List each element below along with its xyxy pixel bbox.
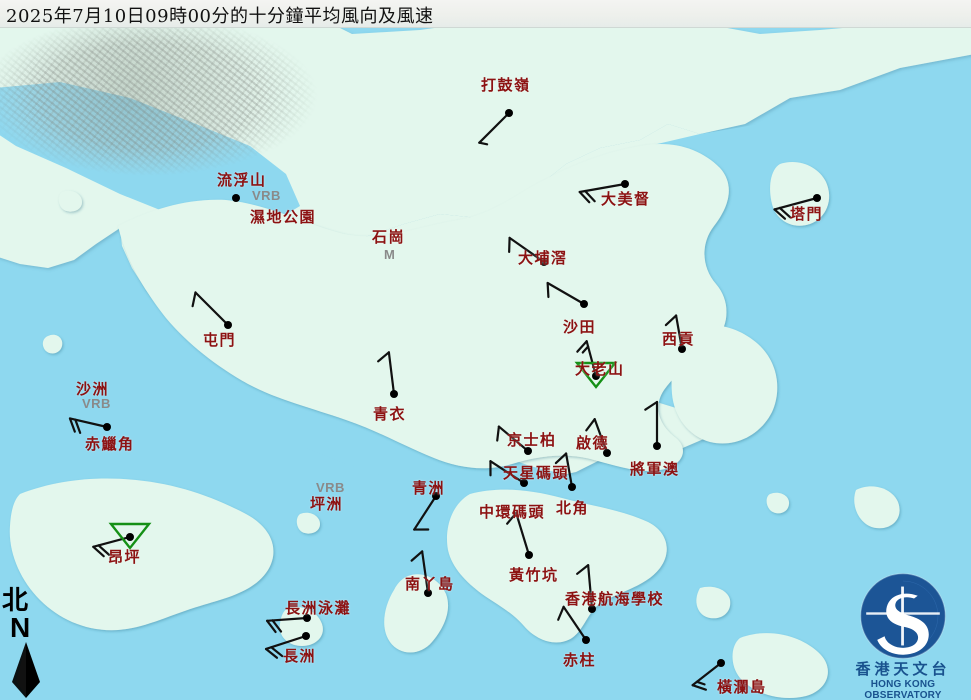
station-marker-dot[interactable] — [525, 551, 533, 559]
station-label: 大老山 — [575, 360, 625, 378]
station-label: 中環碼頭 — [479, 503, 546, 521]
map-canvas[interactable]: 打鼓嶺 流浮山 VRB 濕地公園 石崗 M 大美督 塔門 大埔滘 屯門 沙田 西貢 沙洲 VRB 赤鱲角 大老… — [0, 28, 971, 700]
station-label: 黃竹坑 — [509, 566, 559, 584]
station-code-vrb: VRB — [252, 188, 281, 203]
station-marker-dot[interactable] — [568, 483, 576, 491]
station-marker-dot[interactable] — [232, 194, 240, 202]
station-label: 打鼓嶺 — [481, 76, 531, 94]
station-label: 青洲 — [412, 479, 446, 497]
station-label: 將軍澳 — [630, 460, 680, 478]
station-marker-dot[interactable] — [302, 632, 310, 640]
hko-name-en: HONG KONG OBSERVATORY — [864, 679, 942, 700]
coastline-detail-layer — [0, 82, 971, 700]
station-label: 橫瀾島 — [717, 678, 767, 696]
station-label: 沙田 — [563, 318, 597, 336]
station-label: 赤鱲角 — [85, 435, 135, 453]
station-label: 大埔滘 — [518, 249, 568, 267]
station-marker-dot[interactable] — [653, 442, 661, 450]
station-code-vrb: VRB — [82, 396, 111, 411]
station-label: 天星碼頭 — [503, 464, 570, 482]
title-bar: 2025年7月10日09時00分的十分鐘平均風向及風速 — [0, 0, 971, 28]
hko-name-cn: 香港天文台 — [855, 660, 951, 678]
station-marker-dot[interactable] — [126, 533, 134, 541]
station-label: 青衣 — [373, 405, 407, 423]
station-marker-dot[interactable] — [224, 321, 232, 329]
station-marker-dot[interactable] — [390, 390, 398, 398]
station-label: 京士柏 — [507, 431, 557, 449]
station-marker-dot[interactable] — [103, 423, 111, 431]
station-label: 大美督 — [601, 190, 651, 208]
station-label: 長洲 — [283, 647, 317, 665]
compass-label-cn: 北 — [2, 586, 29, 616]
north-arrow-icon — [12, 642, 40, 698]
station-label: 塔門 — [790, 205, 824, 223]
station-label: 流浮山 — [217, 171, 267, 189]
station-marker-dot[interactable] — [717, 659, 725, 667]
station-label: 石崗 — [372, 228, 406, 246]
page-title: 2025年7月10日09時00分的十分鐘平均風向及風速 — [6, 6, 434, 27]
station-label: 南丫島 — [405, 575, 455, 593]
hko-logo: 香港天文台 HONG KONG OBSERVATORY — [839, 570, 967, 700]
station-code-vrb: VRB — [316, 480, 345, 495]
station-marker-dot[interactable] — [580, 300, 588, 308]
station-marker-dot[interactable] — [505, 109, 513, 117]
station-label: 啟德 — [576, 434, 610, 452]
station-label: 長洲泳灘 — [285, 599, 352, 617]
station-label: 坪洲 — [310, 495, 344, 513]
station-label: 香港航海學校 — [565, 590, 665, 608]
hko-emblem-icon — [859, 572, 947, 660]
station-marker-dot[interactable] — [813, 194, 821, 202]
station-label: 濕地公園 — [250, 208, 317, 226]
station-label: 赤柱 — [563, 651, 597, 669]
station-label: 昂坪 — [108, 548, 142, 566]
hk-islands-layer — [9, 144, 900, 698]
station-label: 沙洲 — [76, 380, 110, 398]
compass-label-en: N — [10, 612, 31, 643]
station-marker-dot[interactable] — [621, 180, 629, 188]
station-code-missing: M — [384, 247, 396, 262]
compass-rose: 北 N — [2, 588, 62, 700]
station-marker-dot[interactable] — [582, 636, 590, 644]
station-label: 屯門 — [203, 331, 237, 349]
station-label: 西貢 — [662, 330, 696, 348]
station-label: 北角 — [556, 499, 590, 517]
